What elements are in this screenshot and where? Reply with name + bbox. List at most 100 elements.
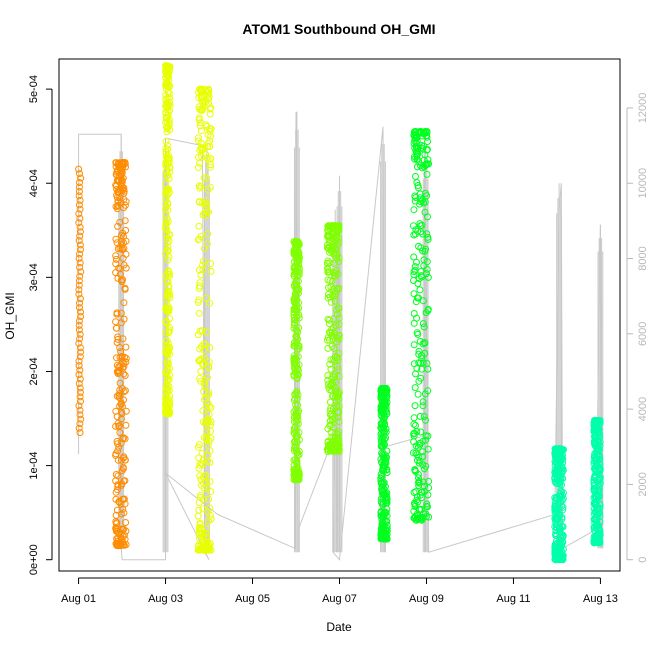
data-point bbox=[595, 538, 603, 546]
data-point bbox=[195, 114, 203, 122]
data-point bbox=[194, 331, 202, 339]
data-point bbox=[420, 199, 428, 207]
data-point bbox=[291, 426, 299, 434]
data-point bbox=[294, 272, 302, 280]
data-point bbox=[335, 428, 343, 436]
y-tick-label: 4e-04 bbox=[28, 169, 40, 197]
data-point bbox=[117, 456, 125, 464]
data-point bbox=[412, 194, 420, 201]
data-point bbox=[76, 429, 84, 437]
data-point bbox=[202, 328, 210, 336]
data-point bbox=[419, 320, 427, 328]
data-point bbox=[377, 508, 385, 515]
data-point bbox=[291, 430, 299, 438]
data-point bbox=[557, 493, 565, 501]
data-point bbox=[293, 305, 301, 313]
data-point bbox=[591, 416, 598, 424]
data-point bbox=[595, 474, 603, 482]
y2-tick-label: 4000 bbox=[637, 397, 649, 421]
data-point bbox=[203, 154, 211, 162]
data-point bbox=[292, 292, 300, 300]
data-point bbox=[197, 182, 205, 190]
x-tick-label: Aug 13 bbox=[583, 593, 618, 605]
data-point bbox=[333, 310, 341, 318]
data-point bbox=[77, 313, 85, 320]
data-point bbox=[202, 529, 210, 537]
data-point bbox=[120, 388, 128, 396]
data-point bbox=[424, 365, 432, 373]
data-point bbox=[194, 512, 202, 520]
data-point bbox=[555, 525, 563, 533]
data-point bbox=[117, 510, 125, 518]
data-point bbox=[75, 210, 83, 218]
data-point bbox=[205, 495, 213, 503]
y-tick-label: 5e-04 bbox=[28, 75, 40, 103]
data-point bbox=[422, 190, 429, 197]
data-point bbox=[197, 493, 204, 501]
data-point bbox=[591, 455, 599, 462]
data-point bbox=[411, 153, 418, 161]
data-point bbox=[557, 538, 565, 546]
data-point bbox=[410, 319, 418, 327]
data-point bbox=[378, 401, 386, 409]
data-point bbox=[114, 167, 122, 175]
data-point bbox=[292, 428, 300, 436]
data-point bbox=[119, 435, 127, 443]
data-point bbox=[197, 543, 205, 550]
data-point bbox=[75, 183, 83, 191]
data-point bbox=[331, 252, 339, 260]
data-point bbox=[291, 423, 299, 431]
data-point bbox=[421, 247, 429, 255]
data-point bbox=[202, 294, 210, 302]
data-point bbox=[197, 343, 205, 351]
data-point bbox=[593, 445, 601, 453]
data-point bbox=[327, 381, 335, 389]
data-point bbox=[413, 294, 421, 302]
data-point bbox=[112, 422, 120, 430]
data-point bbox=[334, 363, 341, 370]
data-point bbox=[412, 173, 419, 180]
data-point bbox=[166, 64, 174, 72]
data-point bbox=[114, 159, 122, 167]
data-point bbox=[117, 348, 125, 356]
data-point bbox=[552, 467, 560, 475]
data-point bbox=[162, 222, 170, 230]
data-point bbox=[422, 309, 430, 317]
data-point bbox=[114, 482, 122, 490]
data-point bbox=[325, 236, 333, 244]
data-point bbox=[329, 380, 337, 388]
data-point bbox=[75, 290, 83, 298]
data-point bbox=[163, 215, 171, 223]
data-point bbox=[76, 179, 83, 186]
data-point bbox=[119, 174, 127, 182]
data-point bbox=[594, 429, 602, 437]
data-point bbox=[202, 341, 210, 349]
data-point bbox=[328, 433, 336, 441]
data-point bbox=[335, 372, 343, 380]
data-point bbox=[595, 530, 603, 537]
data-point bbox=[552, 448, 560, 456]
data-point bbox=[199, 104, 207, 112]
data-point bbox=[326, 360, 334, 368]
data-point bbox=[117, 232, 125, 239]
data-point bbox=[76, 263, 84, 271]
data-point bbox=[412, 422, 419, 429]
data-point bbox=[410, 341, 418, 349]
data-point bbox=[293, 361, 300, 369]
data-point bbox=[292, 418, 300, 426]
data-point bbox=[113, 239, 121, 247]
data-point bbox=[419, 514, 427, 522]
data-point bbox=[593, 424, 601, 432]
data-point bbox=[420, 482, 428, 490]
data-point bbox=[163, 172, 171, 180]
data-point bbox=[76, 304, 83, 312]
data-point bbox=[203, 88, 211, 96]
data-point bbox=[77, 415, 85, 423]
data-point bbox=[118, 167, 126, 175]
data-point bbox=[203, 545, 211, 552]
data-point bbox=[113, 392, 121, 400]
data-point bbox=[122, 527, 130, 535]
data-point bbox=[202, 197, 210, 205]
data-point bbox=[77, 308, 84, 316]
data-point bbox=[324, 294, 332, 302]
